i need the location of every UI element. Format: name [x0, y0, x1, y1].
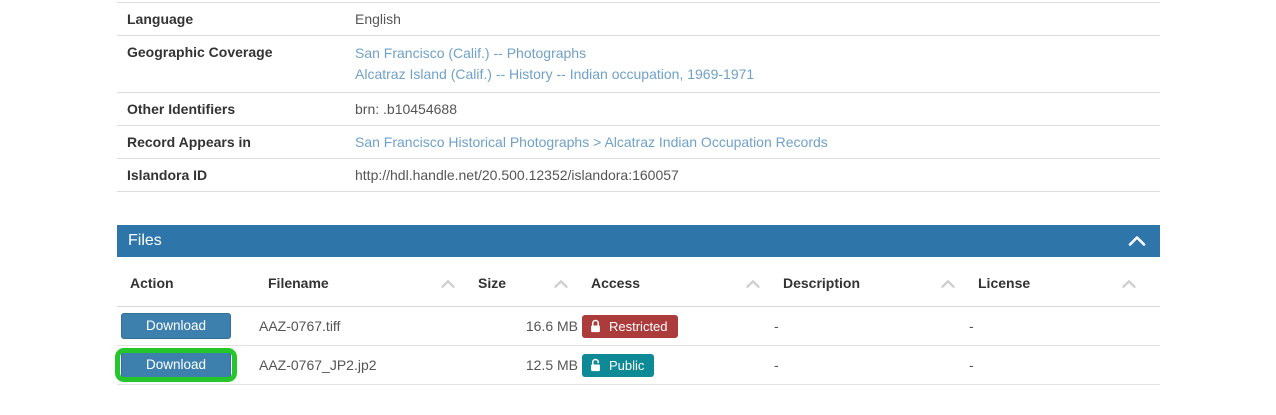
detail-label: Geographic Coverage	[117, 35, 345, 93]
column-label: Filename	[268, 275, 329, 291]
column-label: Description	[783, 275, 861, 291]
filesize-cell: 16.6 MB	[465, 306, 578, 346]
detail-row-geographic-coverage: Geographic Coverage San Francisco (Calif…	[117, 35, 1160, 93]
detail-row-other-identifiers: Other Identifiers brn: .b10454688	[117, 92, 1160, 126]
detail-label: Islandora ID	[117, 158, 345, 192]
download-button[interactable]: Download	[121, 313, 231, 339]
detail-label: Other Identifiers	[117, 92, 345, 126]
column-label: Action	[130, 275, 174, 291]
column-label: Size	[478, 275, 507, 291]
download-button[interactable]: Download	[121, 352, 231, 378]
lock-closed-icon	[590, 319, 601, 333]
record-page: Language English Geographic Coverage San…	[115, 2, 1161, 385]
files-panel-title: Files	[128, 232, 162, 249]
caret-up-icon[interactable]	[746, 275, 760, 291]
filename-cell: AAZ-0767.tiff	[255, 306, 465, 346]
files-table: Action Filename Size Access	[115, 257, 1161, 385]
column-header-filename: Filename	[255, 257, 465, 307]
detail-row-language: Language English	[117, 2, 1160, 36]
filename-cell: AAZ-0767_JP2.jp2	[255, 345, 465, 385]
description-cell: -	[770, 306, 965, 346]
detail-label: Record Appears in	[117, 125, 345, 159]
collection-link[interactable]: Alcatraz Indian Occupation Records	[604, 134, 828, 150]
column-label: Access	[591, 275, 641, 291]
column-header-action: Action	[117, 257, 255, 307]
file-row: Download AAZ-0767_JP2.jp2 12.5 MB Public…	[115, 345, 1161, 385]
column-header-description: Description	[770, 257, 965, 307]
access-badge-restricted: Restricted	[582, 314, 678, 338]
filesize-cell: 12.5 MB	[465, 345, 578, 385]
license-cell: -	[965, 345, 1161, 385]
access-badge-public: Public	[582, 353, 655, 377]
breadcrumb-separator: >	[593, 134, 602, 150]
lock-open-icon	[590, 358, 601, 372]
detail-value: English	[345, 2, 1160, 36]
column-header-size: Size	[465, 257, 578, 307]
geographic-coverage-link[interactable]: Alcatraz Island (Calif.) -- History -- I…	[355, 66, 755, 82]
detail-row-record-appears-in: Record Appears in San Francisco Historic…	[117, 125, 1160, 159]
access-badge-label: Public	[609, 357, 645, 373]
caret-up-icon[interactable]	[941, 275, 955, 291]
column-header-license: License	[965, 257, 1161, 307]
chevron-up-icon[interactable]	[1128, 236, 1146, 246]
files-panel-header[interactable]: Files	[117, 225, 1160, 257]
detail-value: http://hdl.handle.net/20.500.12352/islan…	[345, 158, 1160, 192]
file-row: Download AAZ-0767.tiff 16.6 MB Restricte…	[117, 306, 1161, 346]
geographic-coverage-link[interactable]: San Francisco (Calif.) -- Photographs	[355, 45, 587, 61]
detail-row-islandora-id: Islandora ID http://hdl.handle.net/20.50…	[117, 158, 1160, 192]
description-cell: -	[770, 345, 965, 385]
detail-label: Language	[117, 2, 345, 36]
access-badge-label: Restricted	[609, 318, 668, 334]
files-header-row: Action Filename Size Access	[117, 257, 1161, 307]
caret-up-icon[interactable]	[1122, 275, 1136, 291]
detail-value: brn: .b10454688	[345, 92, 1160, 126]
caret-up-icon[interactable]	[554, 275, 568, 291]
column-header-access: Access	[578, 257, 770, 307]
caret-up-icon[interactable]	[441, 275, 455, 291]
license-cell: -	[965, 306, 1161, 346]
column-label: License	[978, 275, 1031, 291]
collection-link[interactable]: San Francisco Historical Photographs	[355, 134, 590, 150]
record-details-table: Language English Geographic Coverage San…	[117, 2, 1160, 192]
